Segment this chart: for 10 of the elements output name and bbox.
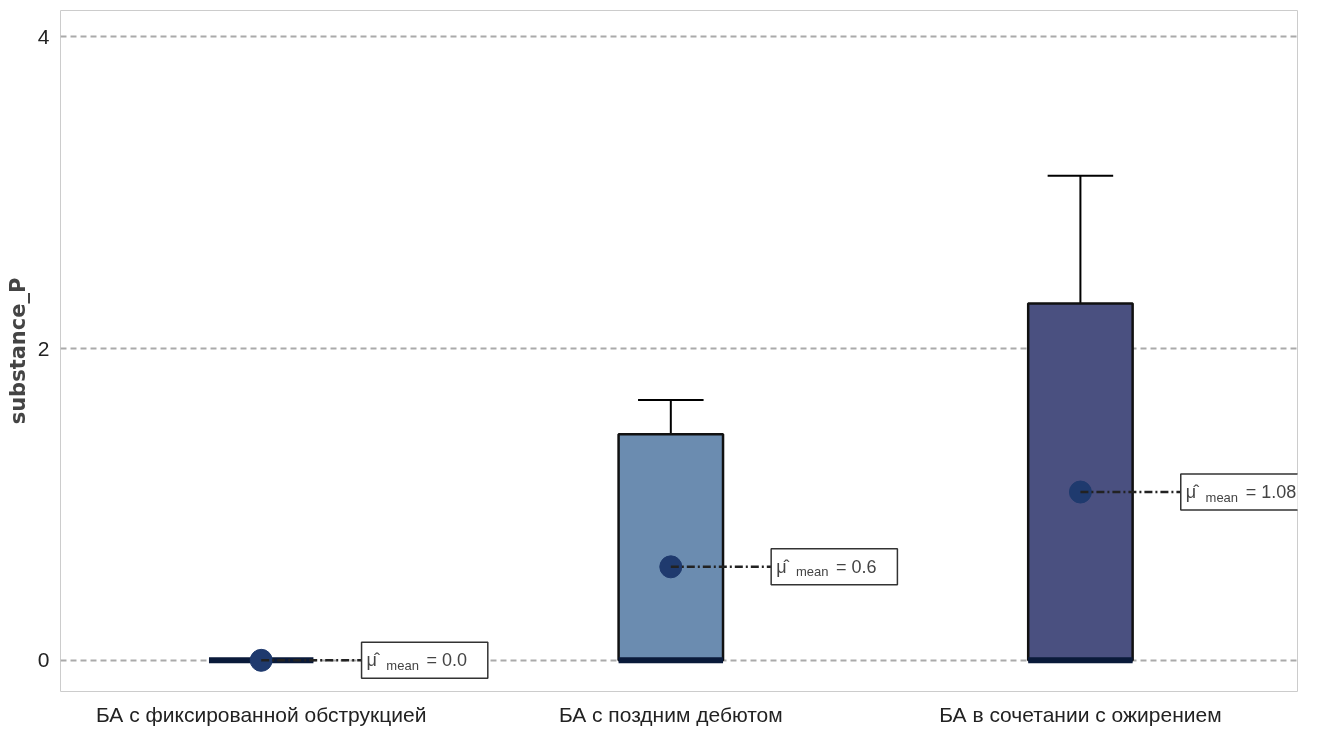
annotation: μ̂mean = 0.0	[366, 650, 467, 673]
annotation: μ̂mean = 1.08	[1185, 482, 1297, 505]
x-tick-label: БА с поздним дебютом	[558, 702, 783, 726]
annotation: μ̂mean = 0.6	[776, 556, 877, 580]
y-axis-title: substance_P	[5, 277, 30, 425]
x-tick-label: БА с фиксированной обструкцией	[95, 702, 427, 726]
y-tick-label: 2	[37, 336, 50, 360]
y-tick-label: 0	[37, 648, 50, 672]
y-tick-label: 4	[37, 24, 50, 48]
x-tick-label: БА в сочетании с ожирением	[939, 702, 1222, 726]
